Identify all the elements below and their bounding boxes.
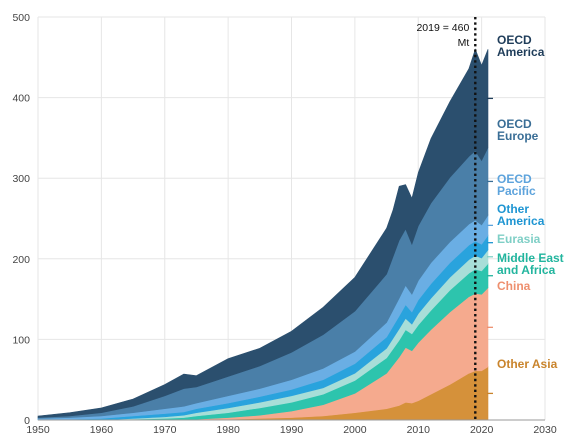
- x-tick-label: 2010: [407, 424, 431, 436]
- series-label-oecd-pacific: Pacific: [497, 184, 536, 198]
- series-label-mea: and Africa: [497, 263, 556, 277]
- x-tick-label: 1950: [26, 424, 50, 436]
- series-label-other-america: America: [497, 214, 545, 228]
- x-tick-label: 1990: [280, 424, 304, 436]
- y-tick-label: 400: [12, 93, 30, 105]
- series-label-oecd-europe: OECD: [497, 117, 532, 131]
- series-label-oecd-europe: Europe: [497, 129, 539, 143]
- area-oecd-america: [37, 48, 489, 418]
- series-label-other-asia: Other Asia: [497, 357, 558, 371]
- annotation-text-line2: Mt: [458, 37, 470, 49]
- series-label-china: China: [497, 279, 531, 293]
- y-tick-label: 0: [24, 415, 30, 427]
- series-label-eurasia: Eurasia: [497, 232, 541, 246]
- series-label-oecd-america: America: [497, 45, 545, 59]
- x-tick-label: 1960: [90, 424, 114, 436]
- y-tick-label: 100: [12, 334, 30, 346]
- x-tick-label: 2030: [533, 424, 557, 436]
- axes: 1950 1960 1970 1980 1990 2000 2010 2020 2030 0 100…: [12, 12, 556, 436]
- series-label-oecd-pacific: OECD: [497, 172, 532, 186]
- area-series: [37, 48, 489, 421]
- x-tick-label: 2000: [343, 424, 367, 436]
- y-tick-label: 500: [12, 12, 30, 24]
- series-label-mea: Middle East: [497, 251, 564, 265]
- annotation-2019: 2019 = 460 Mt: [416, 17, 477, 420]
- series-labels: OECDAmericaOECDEuropeOECDPacificOtherAme…: [487, 33, 564, 395]
- x-tick-label: 2020: [470, 424, 494, 436]
- x-tick-label: 1970: [153, 424, 177, 436]
- y-tick-label: 300: [12, 173, 30, 185]
- series-label-other-america: Other: [497, 202, 529, 216]
- annotation-text-line1: 2019 = 460: [416, 22, 469, 34]
- x-tick-label: 1980: [216, 424, 240, 436]
- series-label-oecd-america: OECD: [497, 33, 532, 47]
- y-tick-label: 200: [12, 254, 30, 266]
